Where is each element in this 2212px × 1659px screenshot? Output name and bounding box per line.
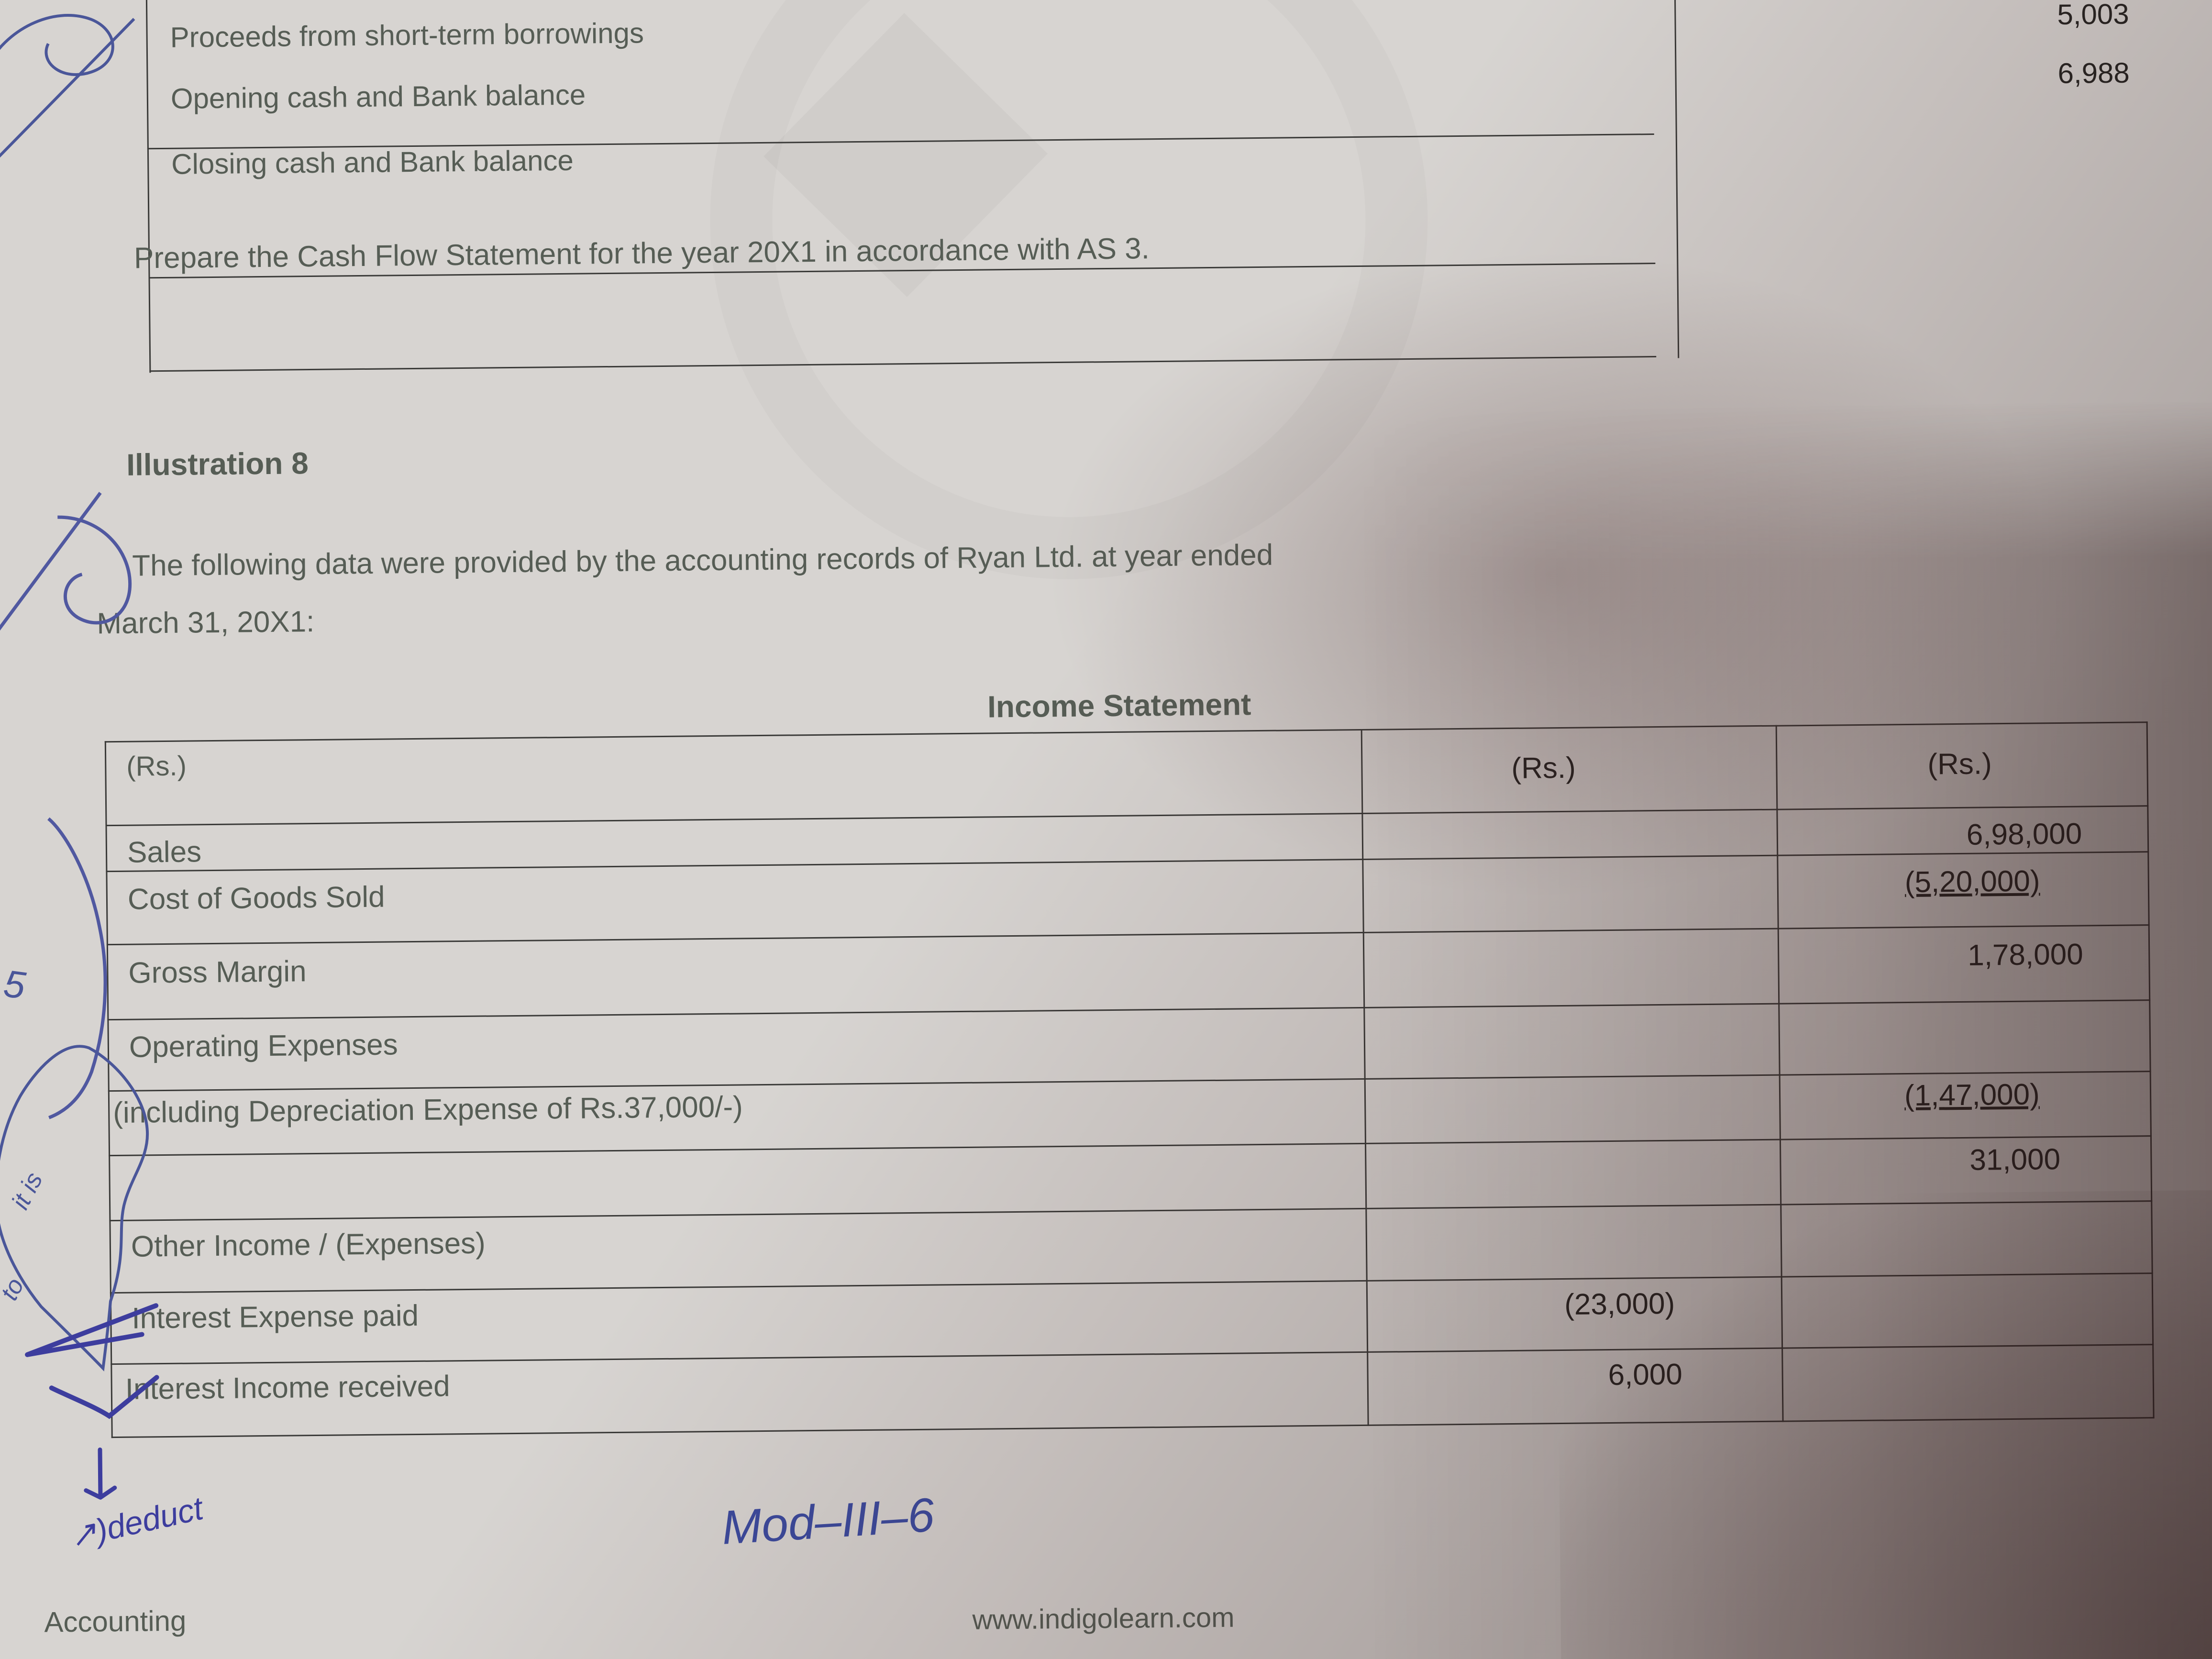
svg-text:↗)deduct: ↗)deduct bbox=[66, 1490, 208, 1555]
svg-text:Mod–III–6: Mod–III–6 bbox=[720, 1488, 936, 1554]
svg-text:it is: it is bbox=[6, 1168, 48, 1214]
